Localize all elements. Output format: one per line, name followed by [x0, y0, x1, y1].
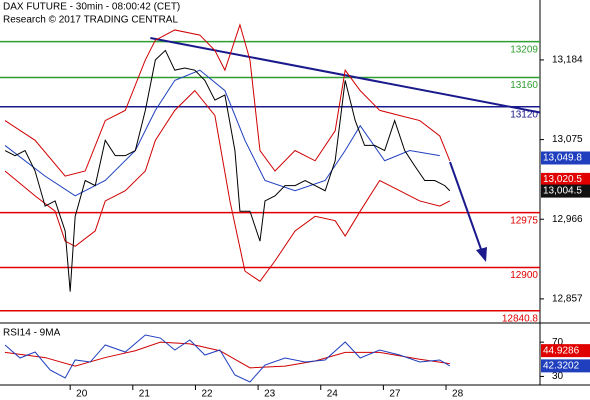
- y-tick-label: 70: [552, 337, 564, 348]
- plot: 13,184 13,075 12,966 12,857 20 21 22 23 24 27 28 13…: [0, 23, 590, 400]
- x-tick-label: 23: [264, 389, 276, 400]
- x-tick-label: 20: [76, 389, 88, 400]
- price-tag-label: 13,004.5: [543, 186, 582, 197]
- price-tag-label: 13,020.5: [543, 174, 582, 185]
- price-tag: [541, 151, 590, 165]
- series-line: [4, 23, 451, 177]
- level-label: 12975: [510, 215, 538, 226]
- series-line: [4, 49, 451, 292]
- series-line: [4, 89, 451, 283]
- y-tick-label: 12,857: [552, 294, 583, 305]
- price-tag-label: 42.3202: [543, 361, 580, 372]
- rsi-title: RSI14 - 9MA: [3, 328, 61, 339]
- y-tick-label: 12,966: [552, 214, 583, 225]
- price-tag: [541, 359, 590, 373]
- x-tick-label: 21: [139, 389, 151, 400]
- level-label: 12900: [510, 270, 538, 281]
- price-tag-label: 44.9286: [543, 345, 580, 356]
- y-tick-label: 13,075: [552, 134, 583, 145]
- price-tag-label: 13,049.8: [543, 153, 582, 164]
- price-tag: [541, 344, 590, 358]
- price-tag: [541, 172, 590, 186]
- level-label: 13120: [510, 109, 538, 120]
- forecast-arrow: [449, 161, 483, 253]
- x-tick-label: 27: [389, 389, 401, 400]
- x-tick-label: 24: [327, 389, 339, 400]
- series-line: [4, 69, 440, 197]
- level-label: 12840.8: [502, 313, 539, 324]
- price-tag: [541, 184, 590, 198]
- level-label: 13160: [510, 80, 538, 91]
- chart-subtitle: Research © 2017 TRADING CENTRAL: [3, 15, 178, 26]
- y-tick-label: 13,184: [552, 55, 583, 66]
- arrow-head: [476, 247, 487, 262]
- level-label: 13209: [510, 44, 538, 55]
- y-tick-label: 30: [552, 371, 564, 382]
- x-tick-label: 28: [452, 389, 464, 400]
- chart-title: DAX FUTURE - 30min - 08:00:42 (CET): [3, 2, 180, 13]
- series-line: [4, 334, 451, 383]
- x-tick-label: 22: [201, 389, 213, 400]
